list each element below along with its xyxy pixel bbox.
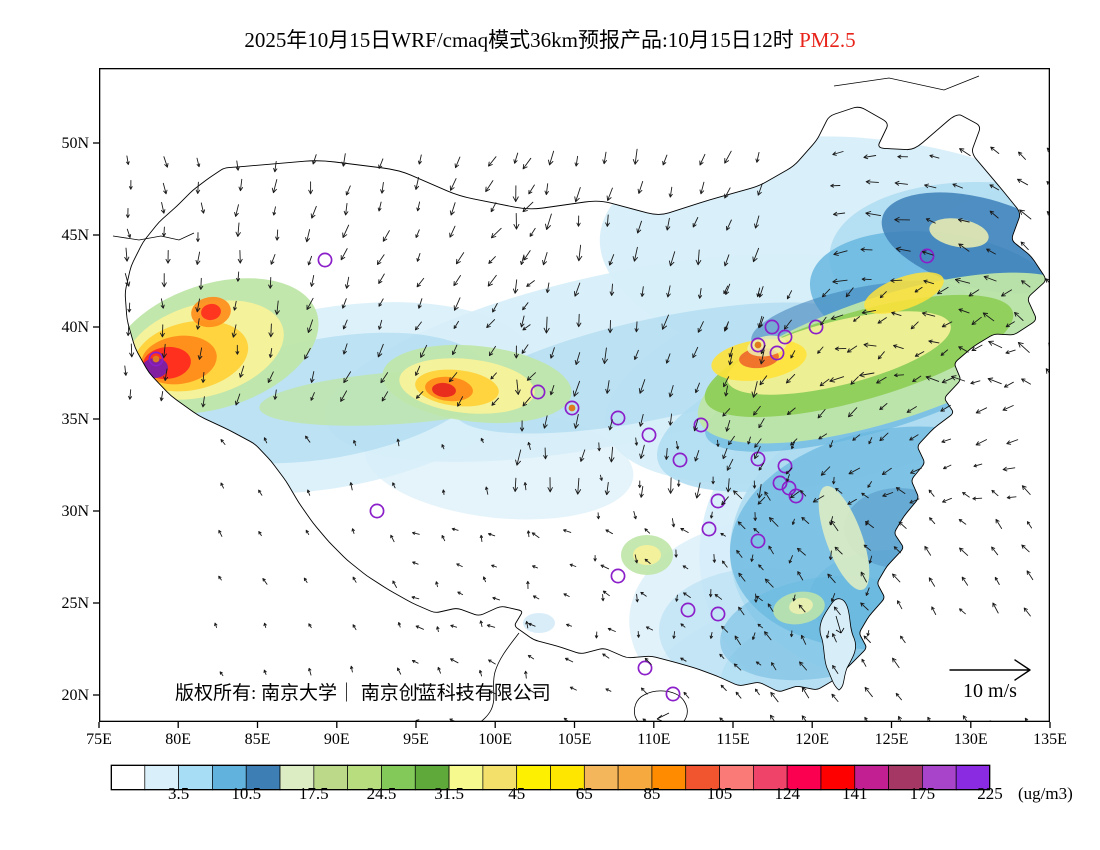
svg-text:124: 124 [774, 784, 800, 803]
svg-text:45N: 45N [61, 227, 89, 244]
svg-text:175: 175 [910, 784, 936, 803]
svg-text:85E: 85E [245, 731, 271, 748]
svg-text:105E: 105E [558, 731, 592, 748]
svg-text:105: 105 [707, 784, 733, 803]
svg-text:95E: 95E [403, 731, 429, 748]
svg-text:20N: 20N [61, 687, 89, 704]
svg-text:85: 85 [643, 784, 660, 803]
svg-text:24.5: 24.5 [367, 784, 397, 803]
svg-text:10.5: 10.5 [231, 784, 261, 803]
svg-text:35N: 35N [61, 411, 89, 428]
svg-text:141: 141 [842, 784, 868, 803]
svg-text:40N: 40N [61, 319, 89, 336]
svg-text:45: 45 [508, 784, 525, 803]
svg-text:75E: 75E [86, 731, 112, 748]
svg-text:80E: 80E [165, 731, 191, 748]
svg-text:30N: 30N [61, 503, 89, 520]
svg-text:135E: 135E [1033, 731, 1067, 748]
svg-text:(ug/m3): (ug/m3) [1018, 784, 1073, 803]
svg-text:17.5: 17.5 [299, 784, 329, 803]
svg-text:115E: 115E [716, 731, 749, 748]
svg-text:130E: 130E [954, 731, 988, 748]
svg-text:225: 225 [977, 784, 1003, 803]
svg-text:110E: 110E [637, 731, 670, 748]
svg-text:120E: 120E [795, 731, 829, 748]
svg-text:10 m/s: 10 m/s [963, 680, 1017, 702]
svg-text:31.5: 31.5 [434, 784, 464, 803]
svg-text:90E: 90E [324, 731, 350, 748]
svg-text:100E: 100E [478, 731, 512, 748]
svg-text:25N: 25N [61, 595, 89, 612]
svg-text:3.5: 3.5 [168, 784, 189, 803]
svg-text:65: 65 [576, 784, 593, 803]
svg-text:50N: 50N [61, 135, 89, 152]
svg-text:125E: 125E [875, 731, 909, 748]
